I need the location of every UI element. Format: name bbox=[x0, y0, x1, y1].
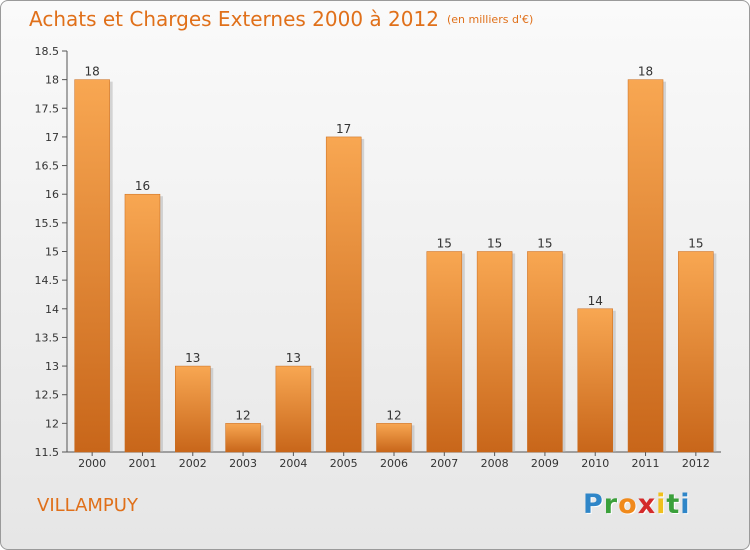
y-tick-label: 16 bbox=[45, 188, 59, 201]
bar-2004 bbox=[275, 365, 312, 453]
y-tick-label: 13 bbox=[45, 360, 59, 373]
value-label: 15 bbox=[487, 237, 502, 251]
value-label: 16 bbox=[135, 179, 150, 193]
x-tick-label: 2000 bbox=[78, 457, 106, 470]
chart-title-text: Achats et Charges Externes 2000 à 2012 bbox=[29, 7, 439, 31]
value-label: 14 bbox=[588, 294, 603, 308]
logo-letter: i bbox=[680, 489, 691, 520]
x-tick-label: 2006 bbox=[380, 457, 408, 470]
x-tick-label: 2012 bbox=[682, 457, 710, 470]
x-tick-label: 2009 bbox=[531, 457, 559, 470]
value-label: 15 bbox=[437, 237, 452, 251]
x-tick-label: 2004 bbox=[279, 457, 307, 470]
bar-2008 bbox=[476, 251, 513, 453]
value-label: 12 bbox=[235, 408, 250, 422]
chart-unit-note: (en milliers d'€) bbox=[446, 13, 534, 26]
bar-2002 bbox=[175, 365, 211, 453]
bar-2006 bbox=[376, 423, 412, 453]
x-tick-label: 2003 bbox=[229, 457, 257, 470]
y-tick-label: 14 bbox=[45, 303, 59, 316]
bar-2011 bbox=[627, 79, 664, 453]
value-label: 18 bbox=[85, 65, 100, 79]
value-label: 13 bbox=[185, 351, 200, 365]
x-tick-label: 2005 bbox=[330, 457, 358, 470]
y-tick-label: 14.5 bbox=[35, 274, 60, 287]
bar-2001 bbox=[124, 193, 161, 453]
logo-letter: r bbox=[603, 489, 619, 520]
bar-2007 bbox=[426, 251, 463, 453]
logo-letter: o bbox=[618, 489, 638, 520]
x-tick-label: 2010 bbox=[581, 457, 609, 470]
bar-2012 bbox=[678, 251, 714, 453]
logo-letter: P bbox=[583, 489, 604, 520]
bar-2009 bbox=[527, 251, 563, 453]
value-label: 15 bbox=[537, 237, 552, 251]
proxiti-logo: Proxiti bbox=[583, 489, 691, 520]
y-tick-label: 15.5 bbox=[35, 217, 60, 230]
value-label: 13 bbox=[286, 351, 301, 365]
y-tick-label: 15 bbox=[45, 246, 59, 259]
x-tick-label: 2007 bbox=[430, 457, 458, 470]
y-tick-label: 13.5 bbox=[35, 331, 60, 344]
bar-2003 bbox=[225, 423, 261, 453]
y-tick-label: 11.5 bbox=[35, 446, 60, 459]
chart-title: Achats et Charges Externes 2000 à 2012 (e… bbox=[29, 7, 533, 31]
value-label: 15 bbox=[688, 237, 703, 251]
x-tick-label: 2002 bbox=[179, 457, 207, 470]
value-label: 17 bbox=[336, 122, 351, 136]
y-tick-label: 17 bbox=[45, 131, 59, 144]
x-tick-label: 2001 bbox=[128, 457, 156, 470]
bar-2005 bbox=[325, 136, 362, 453]
value-label: 12 bbox=[386, 408, 401, 422]
y-tick-label: 16.5 bbox=[35, 160, 60, 173]
town-name: VILLAMPUY bbox=[37, 495, 138, 516]
value-label: 18 bbox=[638, 65, 653, 79]
y-tick-label: 12 bbox=[45, 417, 59, 430]
x-tick-label: 2011 bbox=[632, 457, 660, 470]
x-tick-label: 2008 bbox=[481, 457, 509, 470]
y-tick-label: 12.5 bbox=[35, 389, 60, 402]
y-tick-label: 18.5 bbox=[35, 45, 60, 58]
bar-2000 bbox=[74, 79, 110, 453]
logo-letter: x bbox=[637, 489, 657, 520]
y-tick-label: 17.5 bbox=[35, 102, 60, 115]
logo-letter: i bbox=[656, 489, 667, 520]
logo-letter: t bbox=[666, 489, 681, 520]
bar-2010 bbox=[577, 308, 613, 453]
y-tick-label: 18 bbox=[45, 74, 59, 87]
